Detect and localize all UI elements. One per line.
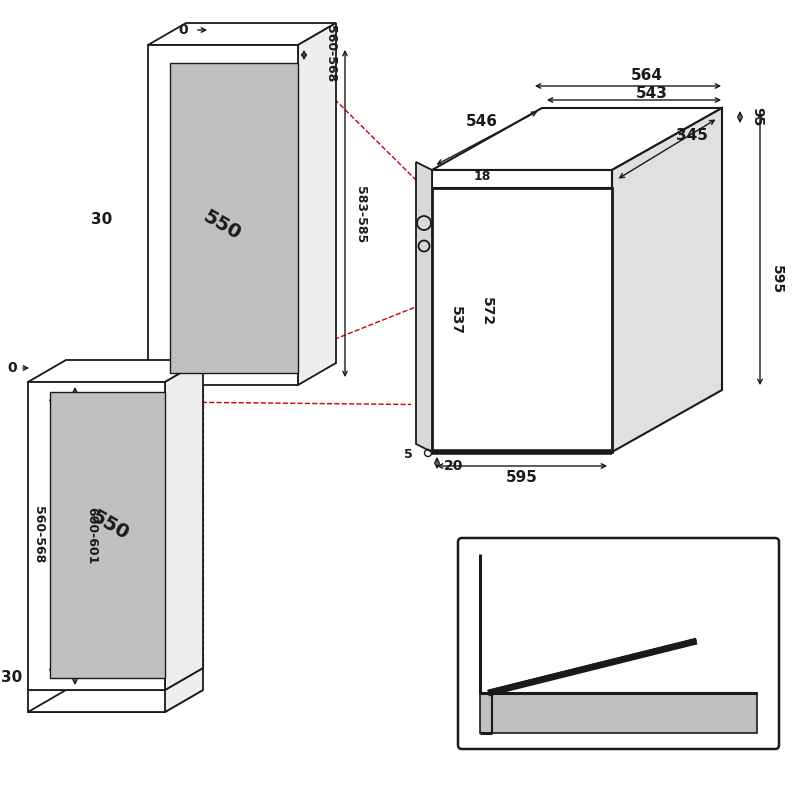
Polygon shape	[148, 23, 336, 45]
Text: 560-568: 560-568	[31, 506, 45, 564]
Text: 0: 0	[7, 361, 17, 375]
Polygon shape	[298, 23, 336, 385]
Text: 537: 537	[449, 306, 463, 334]
Polygon shape	[432, 108, 722, 170]
Text: 10: 10	[740, 718, 758, 731]
Text: 564: 564	[631, 69, 663, 83]
Polygon shape	[28, 690, 165, 712]
Text: 595: 595	[506, 470, 538, 485]
Polygon shape	[612, 108, 722, 452]
Text: 95: 95	[750, 107, 764, 126]
Text: 345: 345	[676, 127, 708, 142]
Polygon shape	[165, 360, 203, 690]
Polygon shape	[148, 45, 298, 385]
Text: 595: 595	[770, 266, 784, 294]
Text: 30: 30	[91, 213, 113, 227]
Text: 550: 550	[200, 206, 244, 243]
Polygon shape	[165, 668, 203, 712]
Polygon shape	[28, 382, 165, 690]
Text: 30: 30	[2, 670, 22, 686]
Polygon shape	[432, 170, 612, 188]
Polygon shape	[416, 162, 432, 452]
Text: 20: 20	[444, 459, 464, 473]
Text: 89°: 89°	[539, 658, 565, 672]
Polygon shape	[432, 188, 612, 452]
Text: 572: 572	[480, 298, 494, 326]
Text: 0: 0	[718, 682, 726, 695]
Polygon shape	[28, 690, 203, 712]
Text: 560-568: 560-568	[323, 26, 337, 82]
Polygon shape	[28, 360, 203, 382]
Text: 543: 543	[636, 86, 668, 101]
FancyBboxPatch shape	[458, 538, 779, 749]
Text: 583-585: 583-585	[354, 186, 366, 244]
Text: 5: 5	[404, 449, 412, 462]
Polygon shape	[170, 63, 298, 373]
Text: 600-601: 600-601	[86, 507, 98, 565]
Text: 477: 477	[614, 545, 643, 559]
Text: 0: 0	[178, 23, 188, 37]
Polygon shape	[50, 392, 165, 678]
Text: 546: 546	[466, 114, 498, 129]
Polygon shape	[480, 693, 757, 733]
Text: 550: 550	[88, 506, 132, 543]
Text: 18: 18	[474, 170, 490, 183]
